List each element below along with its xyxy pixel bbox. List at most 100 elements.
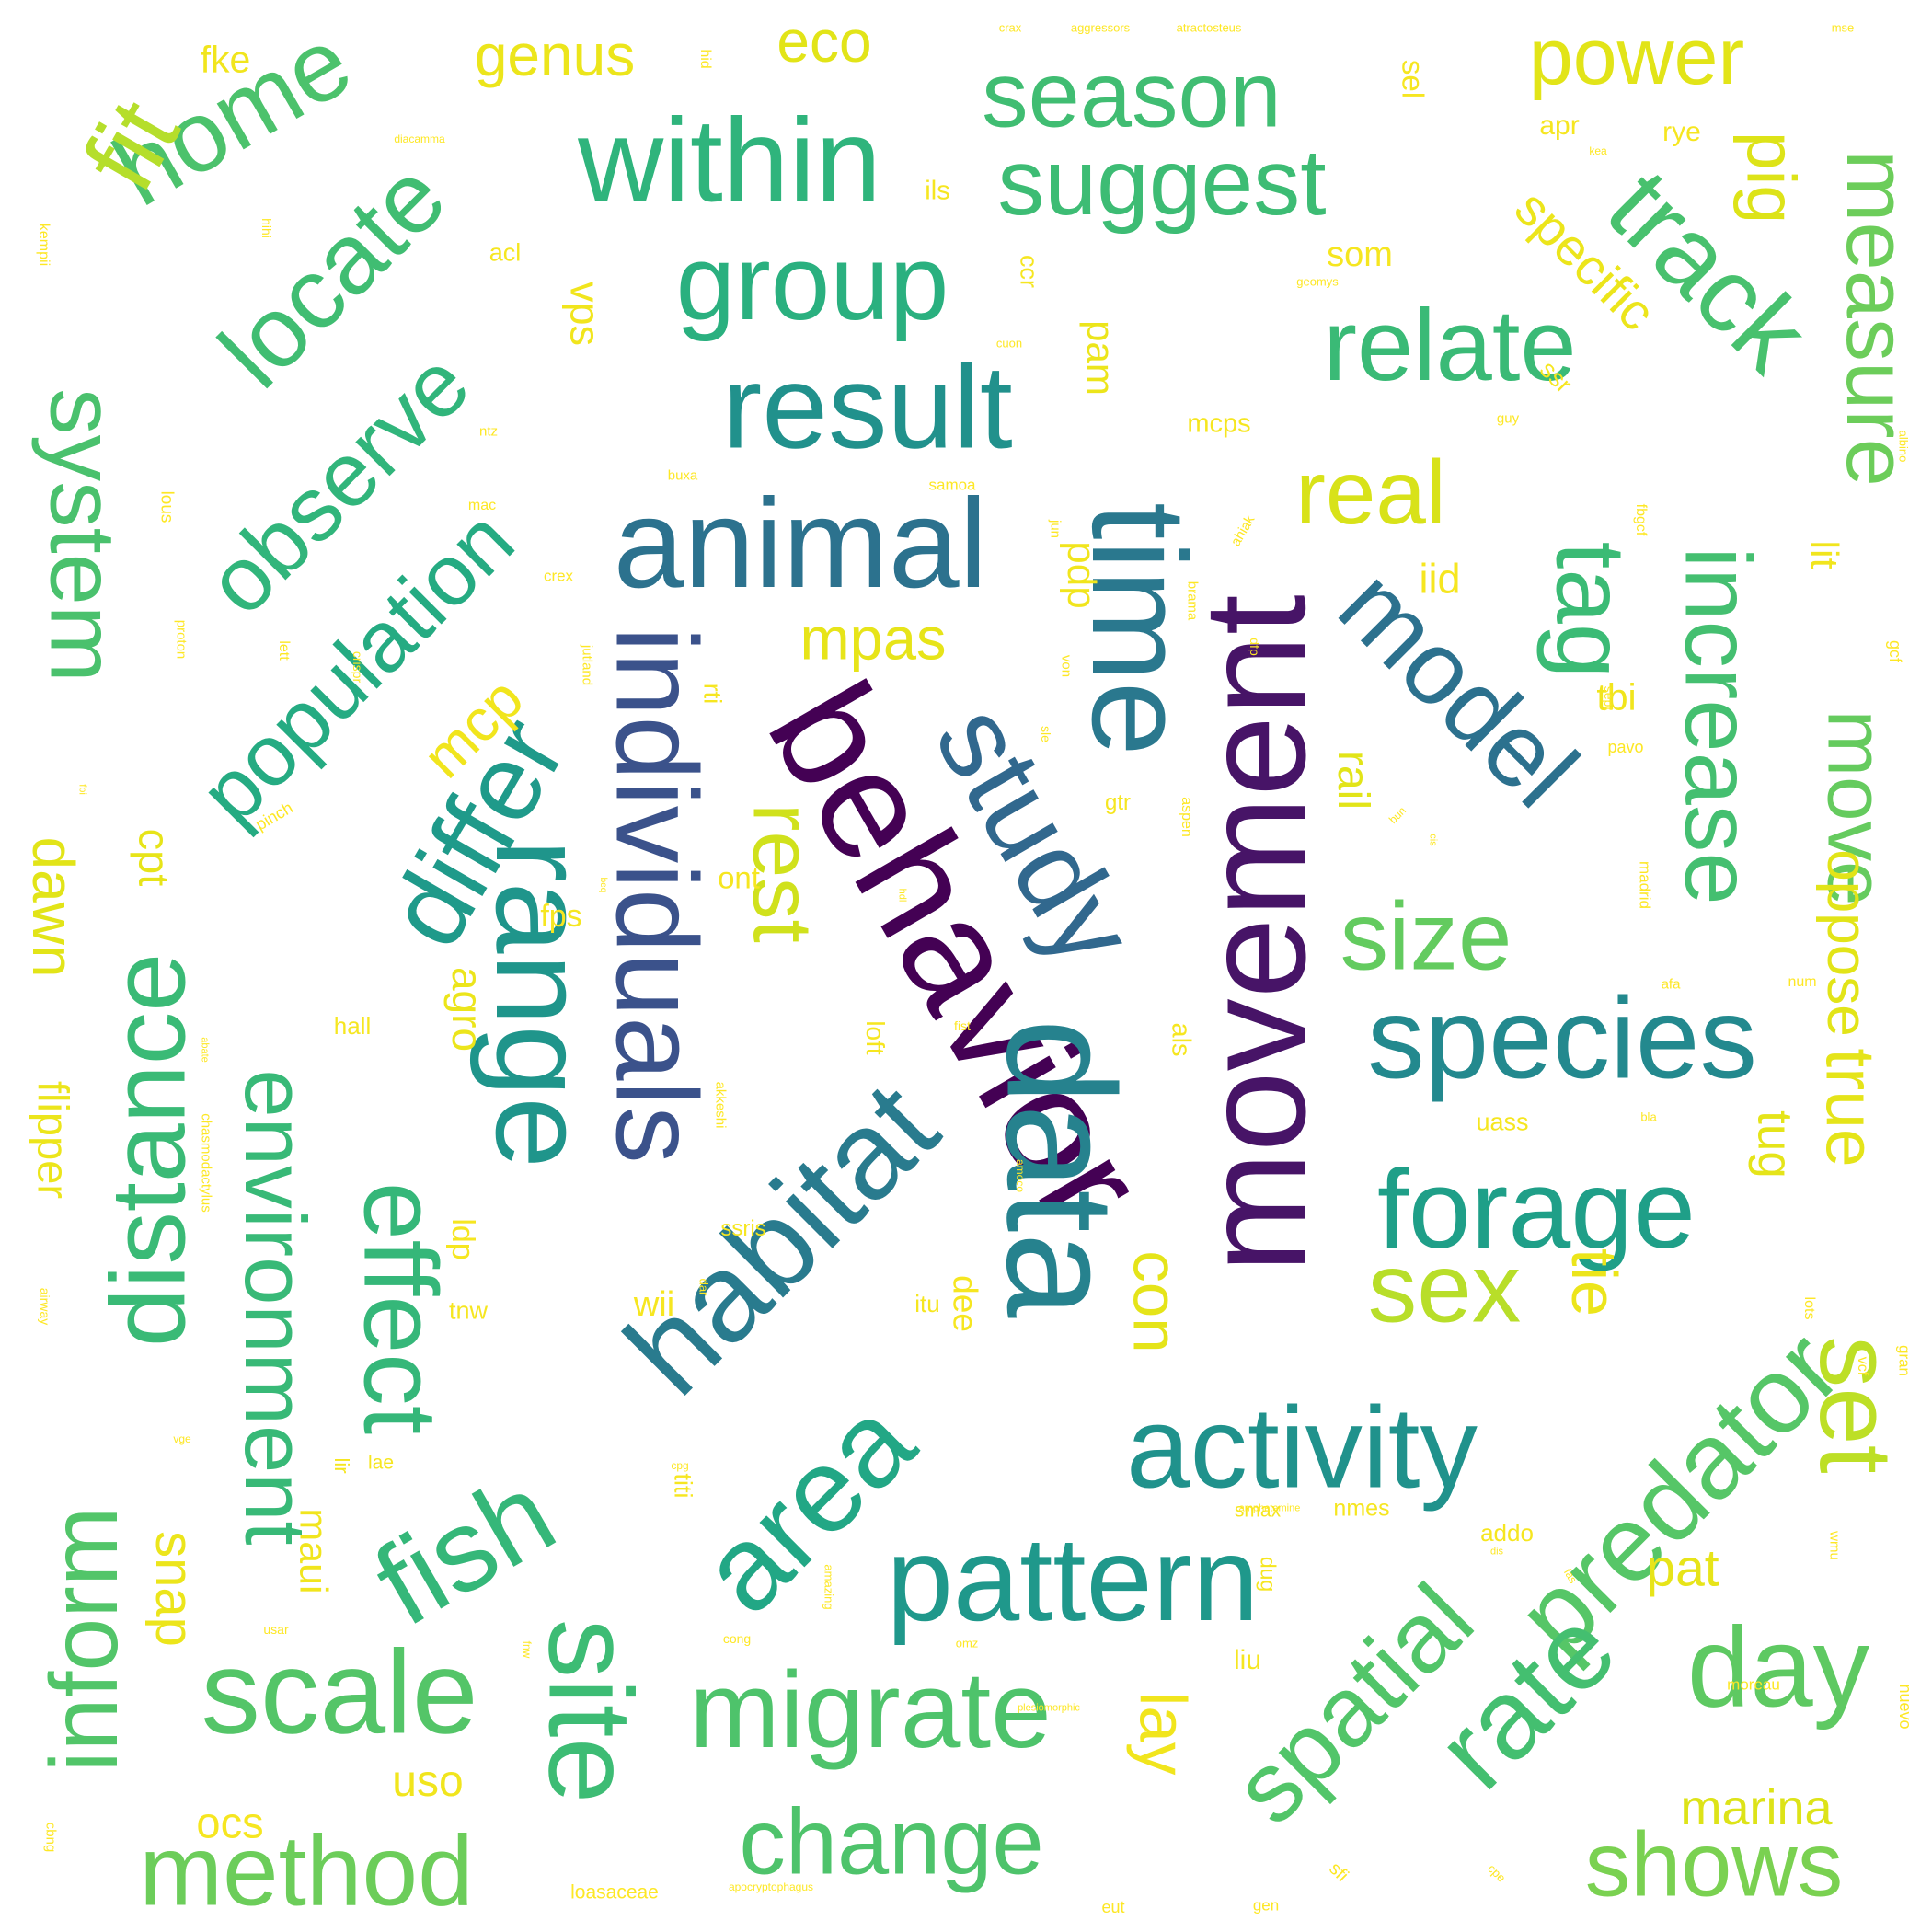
- word-iid: iid: [1419, 555, 1461, 603]
- word-guy: guy: [1496, 410, 1520, 427]
- word-itu: itu: [914, 1290, 940, 1317]
- word-hid: hid: [697, 49, 713, 69]
- word-afa: afa: [1661, 976, 1681, 993]
- word-cbng: cbng: [42, 1822, 59, 1853]
- word-ahiak: ahiak: [1227, 512, 1259, 549]
- word-cong: cong: [722, 1631, 752, 1646]
- word-diacamma: diacamma: [394, 132, 445, 145]
- word-nmes: nmes: [1333, 1495, 1390, 1522]
- word-genus: genus: [474, 22, 636, 88]
- word-lae: lae: [367, 1452, 395, 1474]
- word-dar: dar: [696, 1278, 711, 1296]
- word-proton: proton: [173, 619, 190, 660]
- word-vcf: vcf: [1855, 1356, 1870, 1376]
- word-sex: sex: [1367, 1232, 1522, 1343]
- word-akkeshi: akkeshi: [712, 1081, 729, 1129]
- word-increase: increase: [1665, 546, 1772, 905]
- word-size: size: [1340, 882, 1512, 991]
- word-marina: marina: [1680, 1780, 1833, 1835]
- word-cpg: cpg: [671, 1459, 689, 1472]
- word-mse: mse: [1831, 20, 1855, 35]
- word-uso: uso: [392, 1757, 464, 1806]
- word-rye: rye: [1662, 117, 1701, 147]
- word-activity: activity: [1125, 1384, 1478, 1512]
- word-vge: vge: [173, 1432, 191, 1445]
- word-amphetamine: amphetamine: [1238, 1502, 1301, 1514]
- word-ntz: ntz: [478, 423, 499, 440]
- word-lit: lit: [1801, 540, 1846, 569]
- word-usar: usar: [263, 1622, 289, 1637]
- word-von: von: [1058, 654, 1075, 678]
- word-ccr: ccr: [1015, 255, 1043, 288]
- word-power: power: [1528, 13, 1745, 101]
- word-apr: apr: [1539, 110, 1580, 141]
- word-hdl: hdl: [896, 888, 908, 903]
- word-real: real: [1295, 442, 1446, 543]
- word-wmu: wmu: [1826, 1531, 1843, 1560]
- word-day: day: [1686, 1604, 1870, 1731]
- word-ldp: ldp: [445, 1218, 480, 1260]
- word-som: som: [1327, 236, 1393, 274]
- word-dfp: dfp: [1248, 638, 1262, 656]
- word-ont: ont: [718, 860, 760, 895]
- word-relate: relate: [1323, 289, 1577, 402]
- word-tbi: tbi: [1596, 675, 1637, 719]
- word-con: con: [1120, 1250, 1191, 1353]
- word-ssris: ssris: [720, 1216, 766, 1241]
- word-vps: vps: [561, 281, 609, 347]
- word-oppose: oppose: [1815, 849, 1879, 1037]
- word-num: num: [1788, 974, 1817, 990]
- word-tie: tie: [1558, 1248, 1630, 1317]
- word-acl: acl: [489, 238, 522, 267]
- word-jutland: jutland: [579, 644, 595, 686]
- word-lett: lett: [276, 640, 292, 661]
- word-chasmodactylus: chasmodactylus: [198, 1113, 214, 1213]
- word-tag: tag: [1535, 541, 1647, 679]
- word-individuals: individuals: [592, 627, 720, 1164]
- word-gen: gen: [1252, 1896, 1280, 1915]
- word-atractosteus: atractosteus: [1176, 20, 1242, 35]
- word-agro: agro: [443, 966, 491, 1052]
- word-fps: fps: [540, 899, 582, 934]
- word-cpt: cpt: [130, 828, 179, 887]
- word-maui: maui: [291, 1508, 336, 1594]
- word-albino: albino: [1896, 430, 1911, 463]
- word-snap: snap: [144, 1531, 204, 1647]
- word-geomys: geomys: [1296, 274, 1339, 289]
- word-true: true: [1811, 1048, 1890, 1167]
- word-group: group: [675, 223, 949, 342]
- word-change: change: [739, 1790, 1044, 1894]
- word-madrid: madrid: [1636, 861, 1654, 909]
- word-crax: crax: [998, 20, 1022, 35]
- word-als: als: [1166, 1022, 1196, 1057]
- word-eco: eco: [776, 8, 872, 75]
- word-fpi: fpi: [76, 784, 88, 795]
- word-dawn: dawn: [20, 836, 86, 978]
- word-kea: kea: [1589, 144, 1607, 157]
- word-shows: shows: [1584, 1812, 1844, 1915]
- word-suggest: suggest: [997, 130, 1327, 235]
- word-pattern: pattern: [886, 1512, 1259, 1646]
- word-rail: rail: [1328, 750, 1377, 811]
- word-addo: addo: [1480, 1519, 1534, 1547]
- word-samoa: samoa: [928, 476, 976, 494]
- word-amazing: amazing: [822, 1564, 836, 1610]
- word-flipper: flipper: [29, 1080, 78, 1200]
- word-dug: dug: [1256, 1556, 1281, 1593]
- word-loft: loft: [861, 1020, 890, 1055]
- word-system: system: [30, 388, 134, 683]
- word-mcps: mcps: [1187, 408, 1251, 439]
- word-jun: jun: [1047, 519, 1064, 539]
- word-fke: fke: [200, 38, 251, 81]
- word-plesiomorphic: plesiomorphic: [1018, 1702, 1080, 1714]
- word-pam: pam: [1079, 320, 1122, 396]
- word-beq: beq: [598, 877, 608, 893]
- word-sle: sle: [1039, 726, 1053, 742]
- word-method: method: [139, 1814, 474, 1927]
- word-pavo: pavo: [1607, 738, 1644, 756]
- word-fbgcf: fbgcf: [1633, 503, 1649, 536]
- word-result: result: [722, 340, 1013, 474]
- word-brama: brama: [1184, 581, 1201, 621]
- word-lay: lay: [1125, 1691, 1199, 1776]
